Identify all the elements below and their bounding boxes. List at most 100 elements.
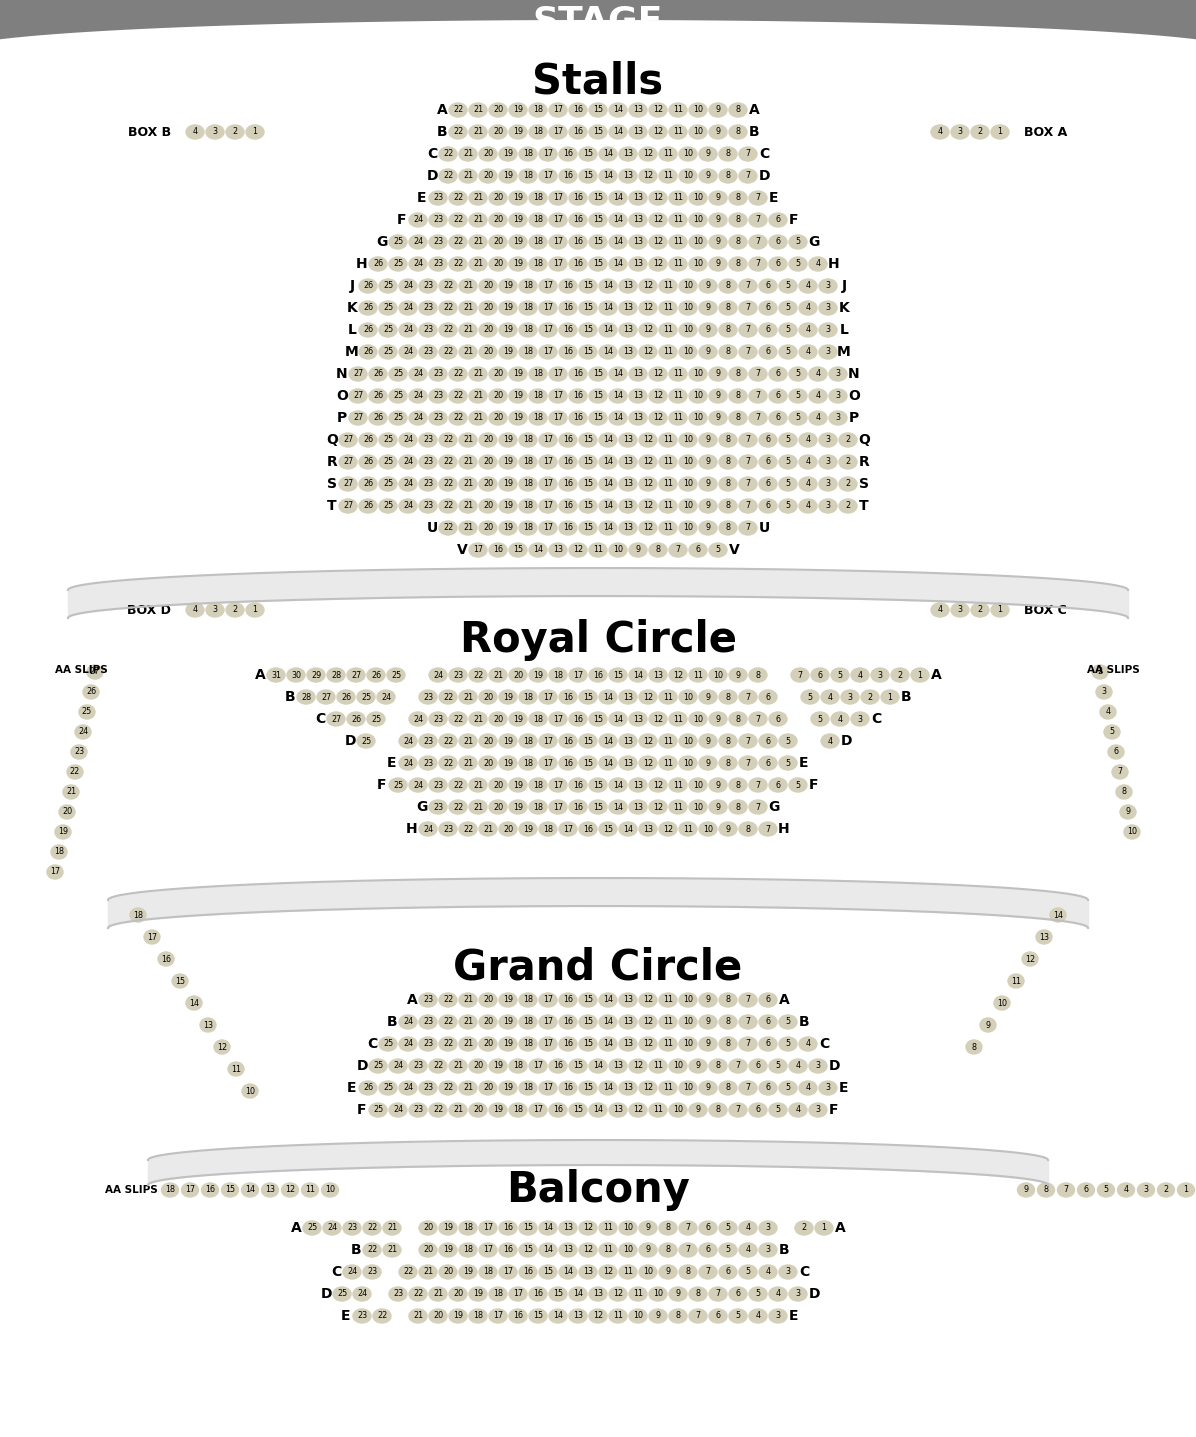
Text: 8: 8 [736, 216, 740, 224]
Text: 10: 10 [692, 802, 703, 812]
Text: 1: 1 [997, 128, 1002, 137]
Ellipse shape [779, 1081, 797, 1095]
Ellipse shape [599, 1243, 617, 1257]
Ellipse shape [429, 257, 447, 272]
Text: 7: 7 [745, 457, 751, 467]
Ellipse shape [639, 734, 657, 749]
Text: 16: 16 [573, 714, 582, 723]
Ellipse shape [559, 300, 576, 315]
Text: 8: 8 [736, 391, 740, 401]
Ellipse shape [730, 103, 748, 116]
Text: 24: 24 [403, 457, 413, 467]
Ellipse shape [698, 1243, 716, 1257]
Text: 10: 10 [683, 282, 692, 290]
Text: 11: 11 [663, 759, 673, 767]
Text: D: D [356, 1059, 367, 1073]
Text: 19: 19 [513, 216, 523, 224]
Ellipse shape [559, 822, 576, 836]
Text: 19: 19 [504, 171, 513, 181]
Ellipse shape [659, 993, 677, 1007]
Text: 24: 24 [403, 435, 413, 444]
Ellipse shape [840, 477, 858, 491]
Ellipse shape [489, 800, 507, 813]
Text: 25: 25 [373, 1062, 383, 1071]
Ellipse shape [639, 756, 657, 770]
Ellipse shape [379, 433, 397, 447]
Ellipse shape [480, 1243, 498, 1257]
Ellipse shape [379, 456, 397, 468]
Text: 4: 4 [745, 1246, 751, 1255]
Text: 6: 6 [765, 759, 770, 767]
Text: 7: 7 [1063, 1186, 1068, 1194]
Ellipse shape [599, 1081, 617, 1095]
Ellipse shape [579, 279, 597, 293]
Ellipse shape [519, 522, 537, 535]
Text: 12: 12 [582, 1223, 593, 1233]
Ellipse shape [343, 1221, 361, 1234]
Ellipse shape [409, 1104, 427, 1117]
Text: 20: 20 [493, 128, 504, 137]
Ellipse shape [559, 170, 576, 182]
Text: Q: Q [327, 433, 338, 447]
Text: 6: 6 [765, 282, 770, 290]
Ellipse shape [480, 1221, 498, 1234]
Text: 1: 1 [1184, 1186, 1189, 1194]
Text: 23: 23 [423, 348, 433, 356]
Text: 22: 22 [443, 348, 453, 356]
Text: T: T [859, 499, 868, 513]
Text: 7: 7 [706, 1267, 710, 1276]
Ellipse shape [679, 993, 697, 1007]
Text: 23: 23 [443, 825, 453, 833]
Ellipse shape [588, 257, 608, 272]
Text: 17: 17 [553, 194, 563, 203]
Text: 18: 18 [533, 369, 543, 378]
Ellipse shape [419, 822, 437, 836]
Ellipse shape [469, 1309, 487, 1323]
Text: C: C [367, 1038, 377, 1050]
Text: 24: 24 [413, 237, 423, 247]
Text: 12: 12 [612, 1289, 623, 1299]
Text: 9: 9 [706, 457, 710, 467]
Ellipse shape [679, 300, 697, 315]
Text: 18: 18 [54, 848, 65, 856]
Ellipse shape [529, 1059, 547, 1073]
Ellipse shape [83, 685, 99, 698]
Ellipse shape [419, 323, 437, 338]
Ellipse shape [448, 711, 466, 726]
Text: 20: 20 [493, 802, 504, 812]
Text: 11: 11 [663, 737, 673, 746]
Text: 11: 11 [673, 237, 683, 247]
Text: B: B [350, 1243, 361, 1257]
Ellipse shape [649, 389, 667, 402]
Ellipse shape [579, 1221, 597, 1234]
Ellipse shape [659, 170, 677, 182]
Ellipse shape [549, 389, 567, 402]
Ellipse shape [489, 236, 507, 249]
Text: 21: 21 [463, 1017, 474, 1026]
Text: 15: 15 [593, 216, 603, 224]
Ellipse shape [509, 103, 527, 116]
Text: 18: 18 [523, 1039, 533, 1049]
Ellipse shape [620, 170, 637, 182]
Text: O: O [848, 389, 860, 402]
Ellipse shape [779, 499, 797, 513]
Text: 19: 19 [523, 825, 533, 833]
Text: 7: 7 [798, 671, 803, 680]
Ellipse shape [799, 477, 817, 491]
Ellipse shape [698, 345, 716, 359]
Ellipse shape [559, 1243, 576, 1257]
Text: S: S [859, 477, 869, 491]
Text: 27: 27 [353, 369, 364, 378]
Text: 10: 10 [683, 348, 692, 356]
Text: G: G [377, 236, 388, 249]
Text: 19: 19 [472, 1289, 483, 1299]
Text: 26: 26 [362, 282, 373, 290]
Text: 23: 23 [423, 326, 433, 335]
Ellipse shape [689, 777, 707, 792]
Ellipse shape [419, 345, 437, 359]
Text: 20: 20 [493, 780, 504, 789]
Ellipse shape [539, 323, 557, 338]
Text: 7: 7 [745, 1039, 751, 1049]
Ellipse shape [343, 1265, 361, 1279]
Ellipse shape [698, 690, 716, 704]
